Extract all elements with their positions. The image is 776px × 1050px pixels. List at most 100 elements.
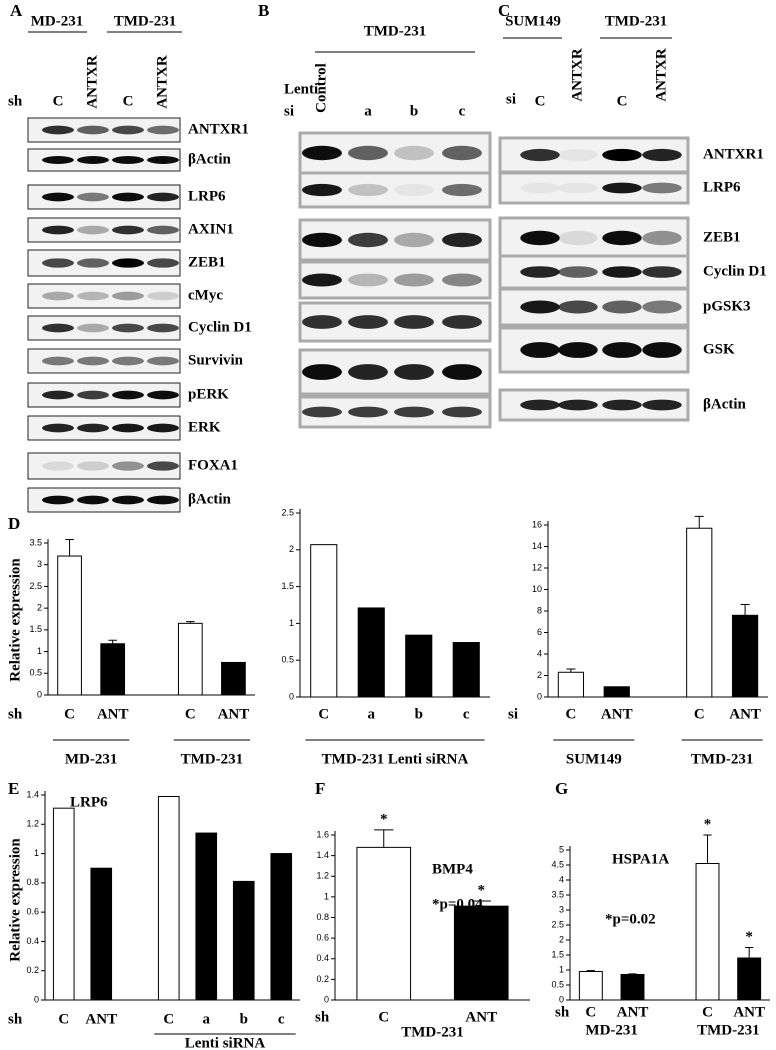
y-tick-label: 0 bbox=[537, 691, 542, 701]
group-label: TMD-231 bbox=[114, 13, 177, 29]
error-bar bbox=[694, 515, 704, 529]
blot-band bbox=[602, 342, 642, 358]
y-tick-label: 1.2 bbox=[26, 819, 39, 829]
group-label: Lenti siRNA bbox=[185, 1035, 266, 1050]
lane-label: ANTXR bbox=[154, 55, 170, 109]
x-tick-label: C bbox=[702, 1004, 713, 1020]
blot-band bbox=[394, 364, 434, 380]
bar bbox=[177, 622, 203, 696]
x-tick-label: ANT bbox=[617, 1004, 649, 1020]
x-tick-label: C bbox=[318, 706, 329, 722]
prefix-label: si bbox=[506, 91, 516, 107]
blot-band bbox=[558, 230, 598, 246]
y-tick-label: 1.4 bbox=[26, 789, 39, 799]
x-tick-label: a bbox=[368, 706, 376, 722]
y-tick-label: 0.8 bbox=[316, 912, 329, 922]
blot-band bbox=[394, 145, 434, 161]
bar bbox=[157, 795, 180, 1001]
y-tick-label: 0 bbox=[37, 689, 42, 699]
blot-band bbox=[42, 423, 74, 433]
prefix-label: sh bbox=[555, 1004, 570, 1020]
y-tick-label: 4.5 bbox=[551, 859, 564, 869]
error-bar bbox=[703, 834, 712, 864]
panel-letter: A bbox=[10, 1, 23, 20]
blot-band bbox=[147, 125, 179, 135]
blot-band bbox=[302, 273, 342, 287]
blot-band bbox=[394, 315, 434, 329]
lane-label: ANTXR bbox=[569, 48, 585, 102]
error-bar bbox=[108, 639, 117, 644]
blot-band bbox=[77, 258, 109, 268]
error-bar bbox=[586, 970, 595, 972]
y-tick-label: 0.5 bbox=[281, 655, 294, 665]
y-tick-label: 1 bbox=[559, 964, 564, 974]
bar bbox=[270, 853, 293, 1001]
y-tick-label: 3.5 bbox=[29, 537, 42, 547]
bar bbox=[57, 555, 82, 696]
blot-band bbox=[558, 182, 598, 194]
chart-title: BMP4 bbox=[432, 861, 473, 877]
blot-band bbox=[520, 266, 560, 278]
blot-band bbox=[42, 156, 74, 164]
blot-band bbox=[147, 461, 179, 471]
blot-band bbox=[302, 183, 342, 197]
blot-label: βActin bbox=[703, 396, 747, 412]
panel-letter: F bbox=[315, 779, 325, 798]
blot-band bbox=[602, 230, 642, 246]
y-tick-label: 1.2 bbox=[316, 871, 329, 881]
y-tick-label: 5 bbox=[559, 844, 564, 854]
blot-band bbox=[112, 423, 144, 433]
blot-label: ANTXR1 bbox=[703, 146, 764, 162]
blot-label: ANTXR1 bbox=[188, 121, 249, 137]
y-tick-label: 8 bbox=[537, 605, 542, 615]
x-tick-label: C bbox=[565, 706, 576, 722]
panel-letter: G bbox=[555, 779, 568, 798]
x-tick-label: a bbox=[203, 1011, 211, 1027]
y-tick-label: 0.4 bbox=[316, 953, 329, 963]
x-tick-label: ANT bbox=[729, 706, 761, 722]
blot-band bbox=[147, 423, 179, 433]
y-tick-label: 1.5 bbox=[29, 624, 42, 634]
bar bbox=[453, 905, 509, 1001]
x-tick-label: c bbox=[463, 706, 470, 722]
blot-band bbox=[348, 232, 388, 248]
prefix-label: sh bbox=[8, 93, 23, 109]
y-tick-label: 0 bbox=[34, 994, 39, 1004]
significance-marker: * bbox=[380, 811, 388, 827]
blot-band bbox=[147, 258, 179, 268]
y-tick-label: 1 bbox=[34, 848, 39, 858]
blot-band bbox=[348, 183, 388, 197]
blot-band bbox=[642, 148, 682, 162]
blot-band bbox=[642, 182, 682, 194]
blot-band bbox=[42, 390, 74, 400]
lane-label: ANTXR bbox=[653, 48, 669, 102]
x-tick-label: ANT bbox=[97, 706, 129, 722]
bar bbox=[357, 607, 385, 698]
group-label: TMD-231 Lenti siRNA bbox=[322, 751, 469, 767]
blot-band bbox=[348, 273, 388, 287]
y-tick-label: 2.5 bbox=[281, 507, 294, 517]
blot-band bbox=[112, 356, 144, 366]
blot-band bbox=[112, 156, 144, 164]
blot-band bbox=[42, 192, 74, 202]
y-tick-label: 1 bbox=[37, 646, 42, 656]
blot-label: pERK bbox=[188, 386, 229, 402]
blot-band bbox=[77, 423, 109, 433]
significance-marker: * bbox=[745, 929, 753, 945]
blot-band bbox=[558, 148, 598, 162]
blot-band bbox=[558, 266, 598, 278]
blot-label: ZEB1 bbox=[703, 229, 741, 245]
blot-band bbox=[642, 300, 682, 314]
blot-band bbox=[442, 145, 482, 161]
blot-band bbox=[442, 315, 482, 329]
blot-band bbox=[442, 232, 482, 248]
lane-label: C bbox=[535, 93, 546, 109]
x-tick-label: C bbox=[185, 706, 196, 722]
blot-band bbox=[77, 192, 109, 202]
blot-label: Cyclin D1 bbox=[703, 263, 767, 279]
y-tick-label: 3 bbox=[37, 559, 42, 569]
bar bbox=[90, 867, 113, 1001]
blot-band bbox=[442, 406, 482, 418]
blot-band bbox=[302, 364, 342, 380]
blot-band bbox=[602, 266, 642, 278]
